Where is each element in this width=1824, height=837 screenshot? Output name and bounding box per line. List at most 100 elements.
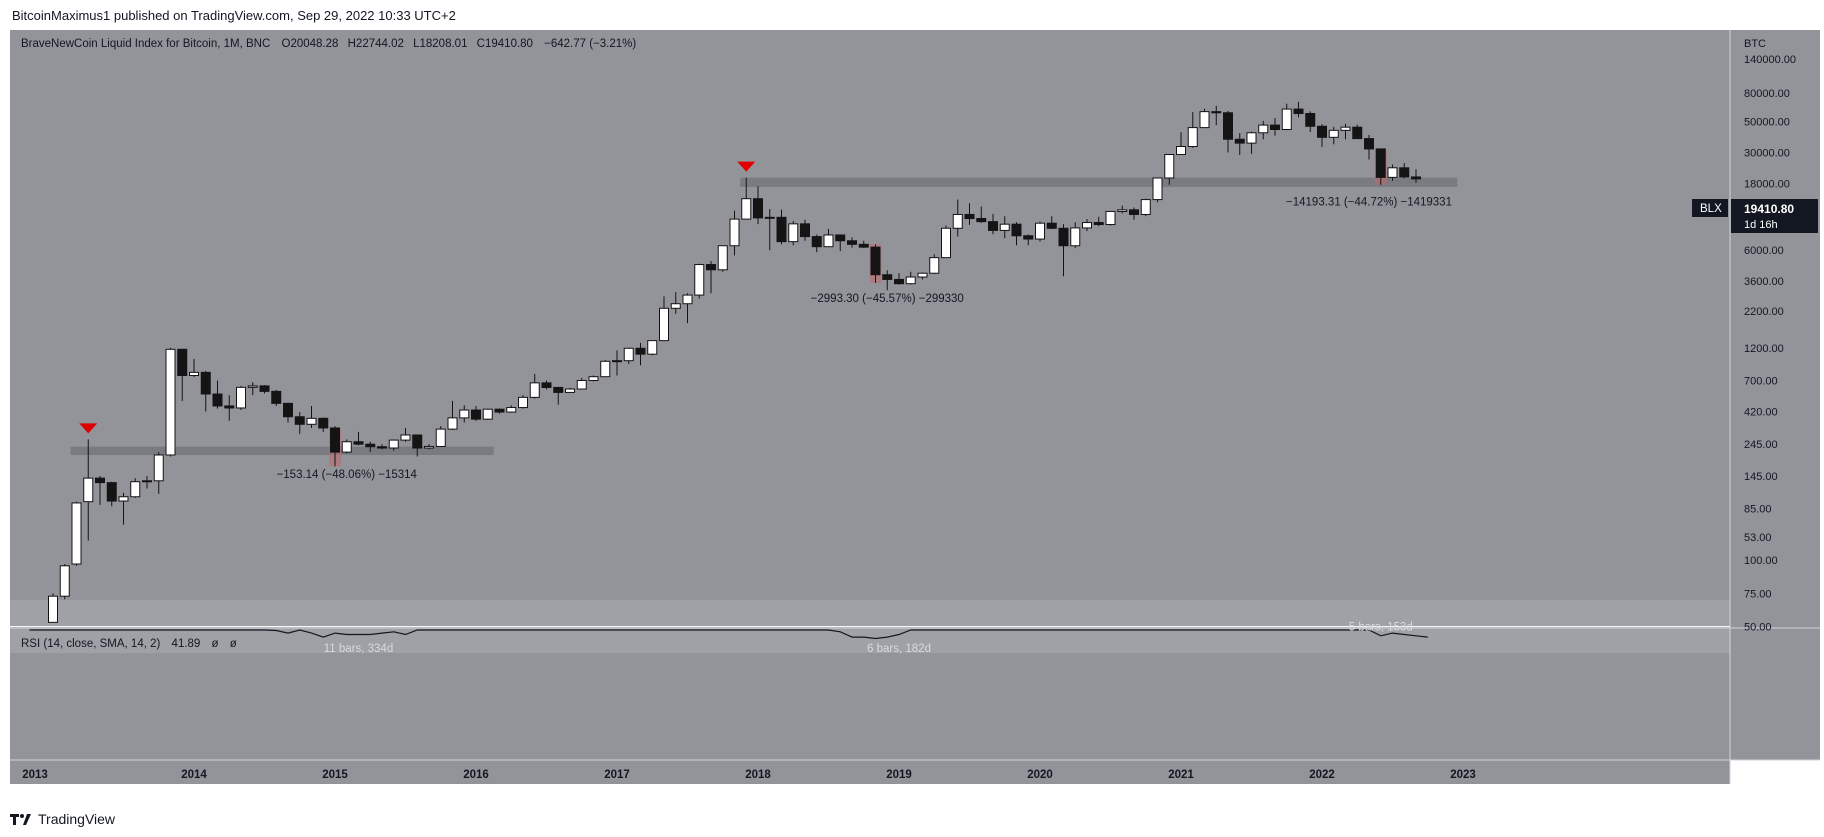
candle-body-up <box>341 441 352 453</box>
top-marker-triangle <box>737 161 756 172</box>
candle-body-down <box>330 427 340 453</box>
candle-body-down <box>847 240 857 245</box>
candle-body-up <box>1035 222 1045 240</box>
price-axis-tick: 3600.00 <box>1744 276 1784 288</box>
candle-body-down <box>1211 111 1222 114</box>
candle-body-up <box>741 198 752 220</box>
candle <box>447 400 458 430</box>
candle <box>952 199 963 237</box>
candle-body-up <box>600 360 611 378</box>
candle <box>259 384 270 394</box>
candle-body-up <box>142 480 152 483</box>
top-marker-triangle <box>79 423 98 434</box>
candle <box>811 234 822 253</box>
candle <box>1317 124 1327 147</box>
candle-body-down <box>1317 125 1327 138</box>
candle <box>917 272 928 280</box>
candle <box>1199 108 1210 129</box>
candle <box>764 209 775 251</box>
price-axis-tick: 30000.00 <box>1744 147 1790 159</box>
candle <box>1234 133 1245 155</box>
candle <box>659 296 669 342</box>
candle <box>318 417 329 432</box>
candle <box>670 292 681 314</box>
candle-body-down <box>635 347 646 355</box>
price-badge-ticker: BLX <box>1700 203 1722 215</box>
candle <box>541 380 552 390</box>
candle <box>412 434 423 457</box>
candle <box>1058 224 1069 277</box>
price-axis-tick: 50000.00 <box>1744 116 1790 128</box>
legend-low-value: 18208.01 <box>420 38 468 50</box>
price-badge: BLX 19410.80 1d 16h <box>1692 199 1818 233</box>
candle-body-up <box>306 417 317 425</box>
candle <box>999 216 1010 239</box>
candle <box>95 476 105 505</box>
candle-body-down <box>1011 223 1022 237</box>
legend-low-label: L <box>413 38 420 50</box>
candle-body-up <box>1246 132 1257 144</box>
candle <box>905 271 916 285</box>
candle-body-up <box>59 565 70 597</box>
candle-body-up <box>459 409 470 419</box>
candle-body-down <box>894 278 904 285</box>
support-zone <box>740 177 1458 187</box>
candle <box>823 228 834 248</box>
time-axis-background <box>10 760 1730 784</box>
measure-label: −14193.31 (−44.72%) −1419331 <box>1286 197 1452 209</box>
time-axis-year: 2020 <box>1027 769 1053 781</box>
candle <box>83 439 94 541</box>
candle-body-up <box>1187 127 1198 148</box>
candle-body-down <box>1352 126 1363 140</box>
candle <box>1246 131 1257 154</box>
price-axis-tick: 2200.00 <box>1744 306 1784 318</box>
candle-body-up <box>506 407 517 413</box>
price-axis-tick: 80000.00 <box>1744 88 1790 100</box>
candle-body-up <box>764 216 775 219</box>
candle <box>553 386 564 405</box>
legend-change: −642.77 (−3.21%) <box>544 38 636 50</box>
rsi-band-layer <box>10 599 1730 654</box>
candle-body-down <box>811 236 822 248</box>
footer: TradingView <box>10 808 115 830</box>
candle <box>964 203 975 225</box>
candle-body-up <box>717 245 728 271</box>
candle-body-down <box>1293 108 1304 115</box>
candle-body-up <box>659 307 669 342</box>
candle-body-up <box>1140 199 1151 215</box>
candle <box>189 358 199 378</box>
candle-body-up <box>999 223 1010 231</box>
rsi-duration-label: 6 bars, 182d <box>867 643 931 655</box>
candle <box>1105 210 1116 226</box>
legend-high-value: 22744.02 <box>356 38 404 50</box>
candle <box>1411 169 1421 183</box>
publisher-bar: BitcoinMaximus1 published on TradingView… <box>0 0 1824 30</box>
candle <box>341 439 352 454</box>
candle <box>71 501 82 566</box>
price-axis-tick: 245.00 <box>1744 439 1778 451</box>
legend-open-label: O <box>281 38 290 50</box>
candle-body-up <box>48 595 58 623</box>
right-axis-background <box>1730 30 1820 760</box>
chart-area[interactable]: −153.14 (−48.06%) −15314 −2993.30 (−45.57… <box>0 30 1824 800</box>
candle <box>1164 153 1175 185</box>
candle <box>400 427 411 442</box>
candle-body-down <box>1399 167 1410 178</box>
candle <box>1152 177 1163 203</box>
candle-body-up <box>1258 124 1269 134</box>
time-axis-year: 2019 <box>886 769 912 781</box>
candle <box>59 564 70 600</box>
candle-body-down <box>1234 138 1245 144</box>
candle-body-down <box>318 417 329 429</box>
price-badge-countdown: 1d 16h <box>1744 219 1778 231</box>
candle-body-up <box>823 234 834 248</box>
candle-body-down <box>377 446 387 449</box>
candle-body-up <box>952 213 963 229</box>
time-axis-year: 2021 <box>1168 769 1194 781</box>
candle-body-down <box>494 408 505 413</box>
candle-body-up <box>1199 111 1210 129</box>
candle <box>894 273 904 285</box>
candle-body-down <box>800 223 810 238</box>
candle <box>306 405 317 428</box>
candle-body-up <box>682 294 693 305</box>
